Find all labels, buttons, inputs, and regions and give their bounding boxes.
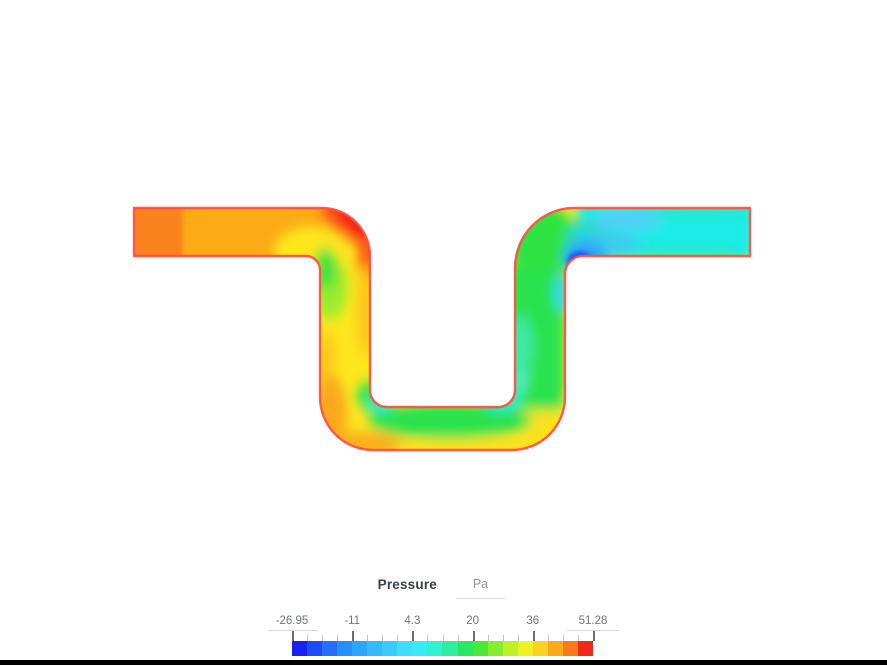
legend-baseline-right — [567, 630, 618, 631]
major-tick — [593, 631, 595, 641]
major-tick — [532, 631, 535, 641]
minor-tick — [457, 635, 459, 641]
pressure-field — [134, 208, 750, 450]
legend-tick-label: 4.3 — [404, 615, 421, 627]
minor-tick — [337, 635, 339, 641]
pipe-outline — [132, 206, 752, 452]
minor-tick — [382, 635, 384, 641]
legend-tick-label: 20 — [466, 615, 479, 627]
legend-baseline-left — [268, 630, 318, 631]
minor-tick — [397, 635, 399, 641]
minor-tick — [502, 635, 504, 641]
colorbar-segment — [562, 641, 578, 656]
colorbar-segment — [382, 641, 398, 656]
legend-unit-field[interactable]: Pa — [456, 577, 505, 599]
legend-tick-label: -11 — [344, 615, 361, 627]
legend-title: Pressure — [377, 577, 437, 592]
colorbar-segment — [427, 641, 443, 656]
colorbar-segment — [532, 641, 548, 656]
minor-tick — [562, 635, 564, 641]
major-tick — [412, 631, 415, 641]
minor-tick — [427, 635, 429, 641]
colorbar-segment — [352, 641, 368, 656]
colorbar-segment — [457, 641, 473, 656]
colorbar-segment — [322, 641, 338, 656]
colorbar-segment — [442, 641, 458, 656]
colorbar-segment — [472, 641, 488, 656]
colorbar-segment — [577, 641, 593, 656]
major-tick — [472, 631, 475, 641]
colorbar-segment — [502, 641, 518, 656]
colorbar-segment — [307, 641, 323, 656]
legend-tick-label: -26.95 — [275, 615, 309, 627]
major-tick — [352, 631, 355, 641]
colorbar-segment — [487, 641, 503, 656]
colorbar-segment — [517, 641, 533, 656]
minor-tick — [367, 635, 369, 641]
colorbar[interactable] — [292, 641, 593, 656]
legend-tick-label: 36 — [526, 615, 540, 627]
colorbar-segment — [292, 641, 308, 656]
minor-tick — [307, 635, 309, 641]
major-tick — [292, 631, 294, 641]
minor-tick — [322, 635, 324, 641]
bottom-border-bar — [0, 660, 887, 665]
colorbar-segment — [337, 641, 353, 656]
legend-tick-label: 51.28 — [578, 615, 608, 627]
minor-tick — [547, 635, 549, 641]
pressure-contour-viewport[interactable] — [0, 0, 887, 560]
minor-tick — [487, 635, 489, 641]
minor-tick — [577, 635, 579, 641]
colorbar-segment — [412, 641, 428, 656]
minor-tick — [517, 635, 519, 641]
colorbar-segment — [547, 641, 563, 656]
colorbar-segment — [367, 641, 383, 656]
colorbar-segment — [397, 641, 413, 656]
minor-tick — [442, 635, 444, 641]
